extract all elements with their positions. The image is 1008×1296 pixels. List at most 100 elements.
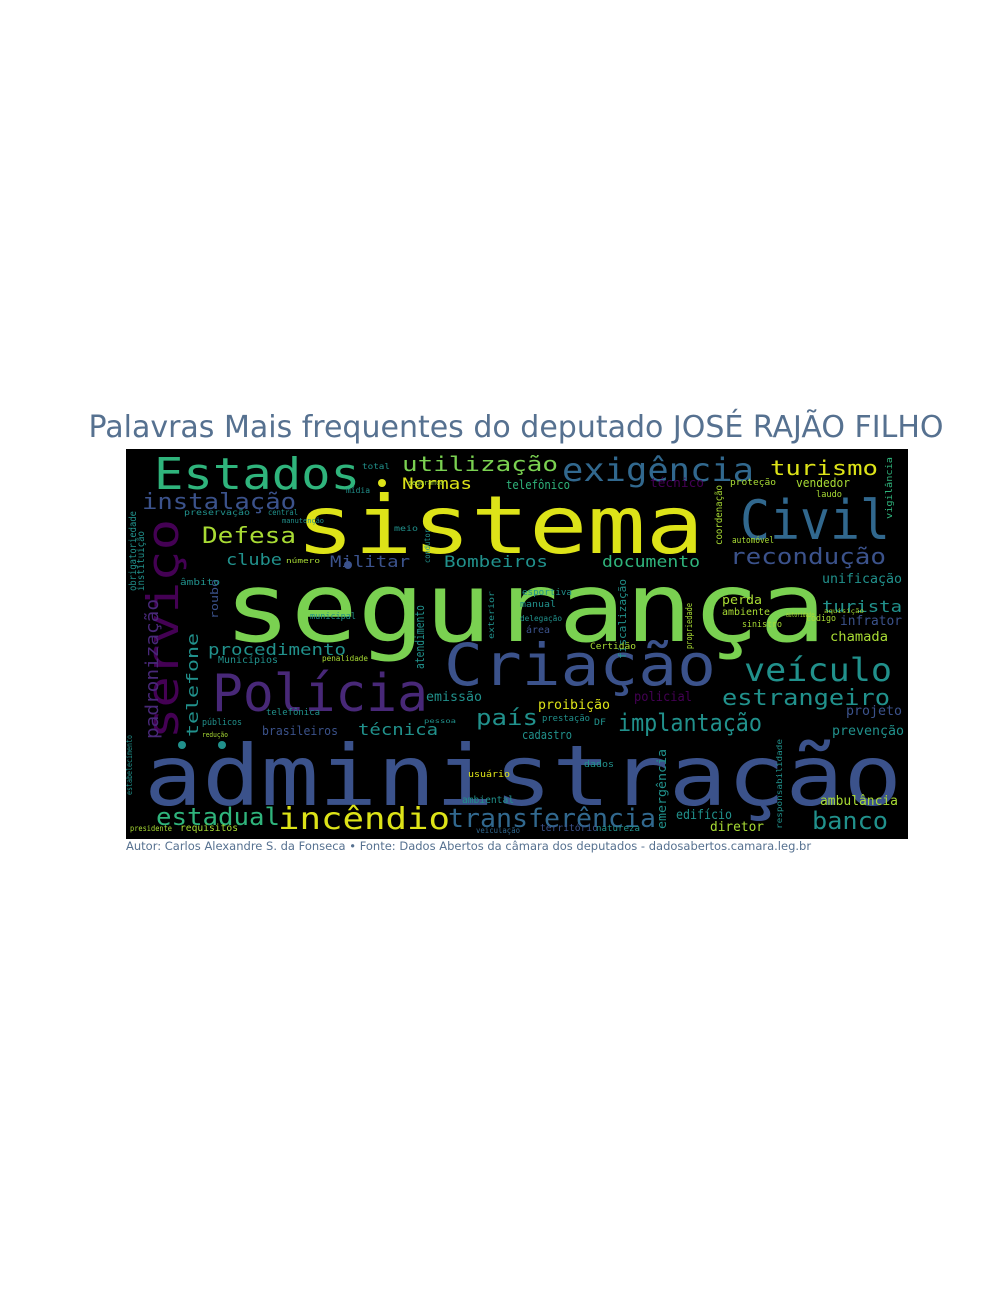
- cloud-dot: [178, 741, 186, 749]
- cloud-word: municipal: [310, 612, 356, 622]
- cloud-word: estadual: [156, 803, 280, 831]
- cloud-word: Normas: [402, 474, 472, 493]
- cloud-word: implantação: [618, 709, 762, 737]
- cloud-word: exigência: [562, 451, 754, 489]
- cloud-word: natureza: [596, 824, 640, 834]
- cloud-word: turista: [822, 597, 902, 616]
- cloud-word: Defesa: [202, 524, 296, 549]
- cloud-word: meio: [394, 524, 418, 533]
- cloud-word: Certidão: [590, 642, 636, 652]
- cloud-word: instituição: [136, 531, 147, 591]
- cloud-word: manutenção: [282, 517, 324, 525]
- cloud-word: usuário: [468, 770, 510, 780]
- cloud-dot: [218, 741, 226, 749]
- cloud-word: roubo: [208, 579, 221, 619]
- cloud-word: obrigatoriedade: [128, 511, 139, 591]
- cloud-word: dados: [584, 760, 614, 770]
- cloud-word: Estados: [154, 449, 360, 500]
- cloud-word: penalidade: [322, 654, 368, 663]
- cloud-word: unificação: [822, 572, 902, 587]
- cloud-word: cadastro: [522, 728, 572, 742]
- cloud-word: proibição: [538, 698, 610, 713]
- source-caption: Autor: Carlos Alexandre S. da Fonseca • …: [126, 839, 812, 853]
- cloud-word: atendimento: [413, 605, 427, 669]
- cloud-word: turismo: [770, 456, 878, 480]
- cloud-word: Bombeiros: [444, 552, 548, 571]
- cloud-word: vigilância: [885, 457, 895, 519]
- cloud-word: recondução: [730, 545, 886, 570]
- cloud-word: clube: [226, 550, 282, 569]
- cloud-word: responsabilidade: [775, 739, 784, 829]
- cloud-word: telefônica: [266, 707, 320, 718]
- cloud-word: utilização: [402, 452, 558, 476]
- cloud-word: laudo: [816, 490, 842, 500]
- cloud-word: exterior: [487, 591, 496, 639]
- cloud-word: instalação: [142, 490, 296, 515]
- cloud-word: automóvel: [732, 535, 774, 546]
- cloud-word: delegação: [520, 614, 562, 623]
- cloud-word: presidente: [130, 824, 172, 833]
- cloud-word: transferência: [448, 804, 656, 834]
- cloud-word: Militar: [330, 552, 410, 571]
- cloud-word: Municípios: [218, 654, 278, 666]
- cloud-word: manual: [520, 600, 556, 610]
- cloud-word: projeto: [846, 704, 902, 719]
- cloud-word: emissão: [426, 690, 482, 705]
- cloud-word: perda: [722, 593, 762, 607]
- cloud-word: diretor: [710, 820, 764, 835]
- cloud-word: infrator: [840, 614, 902, 629]
- cloud-word: prevenção: [832, 724, 904, 739]
- cloud-word: código: [806, 613, 836, 624]
- cloud-word: telefone: [183, 633, 202, 737]
- cloud-word: técnico: [650, 476, 704, 490]
- cloud-word: proteção: [730, 478, 776, 488]
- cloud-word: veículo: [744, 651, 892, 689]
- cloud-word: serviço: [138, 519, 189, 739]
- cloud-word: incêndio: [278, 802, 450, 837]
- cloud-word: segurança: [224, 552, 826, 664]
- cloud-word: Polícia: [212, 664, 428, 724]
- cloud-word: emergência: [655, 749, 669, 829]
- cloud-word: sinistro: [742, 620, 782, 630]
- cloud-word: estabelecimento: [126, 735, 134, 795]
- cloud-word: DF: [594, 718, 606, 728]
- cloud-word: ambulância: [820, 794, 898, 809]
- cloud-word: central: [268, 508, 298, 517]
- cloud-word: aquisição: [824, 608, 864, 615]
- cloud-word: policial: [634, 690, 692, 705]
- cloud-word: âmbito: [180, 578, 220, 588]
- cloud-word: vendedor: [796, 476, 850, 490]
- cloud-word: sistema: [296, 479, 704, 572]
- cloud-word: edifício: [676, 808, 732, 823]
- cloud-word: ambiente: [722, 607, 770, 618]
- cloud-word: território: [540, 822, 598, 834]
- cloud-word: coordenação: [714, 485, 725, 545]
- cloud-word: banco: [812, 807, 888, 835]
- cloud-word: segurança: [408, 479, 444, 487]
- cloud-word: brasileiros: [262, 724, 338, 738]
- cloud-word: requisitos: [180, 823, 238, 834]
- cloud-word: ambiental: [462, 795, 514, 806]
- cloud-word: Criação: [444, 631, 716, 699]
- cloud-word: procedimento: [208, 640, 346, 659]
- cloud-word: técnica: [358, 720, 438, 739]
- cloud-word: telefônico: [506, 478, 570, 492]
- cloud-word: área: [526, 624, 550, 636]
- cloud-word: estrangeiro: [722, 686, 890, 711]
- cloud-dot: [378, 479, 386, 487]
- cloud-word: propriedade: [685, 603, 695, 649]
- cloud-word: Civil: [740, 489, 890, 552]
- cloud-word: mídia: [346, 486, 370, 495]
- cloud-word: esportiva: [522, 588, 572, 598]
- chart-title: Palavras Mais frequentes do deputado JOS…: [88, 410, 944, 445]
- cloud-dot: [344, 561, 352, 569]
- cloud-word: país: [476, 706, 538, 731]
- cloud-word: fiscalização: [616, 579, 629, 659]
- cloud-word: documento: [602, 552, 700, 571]
- cloud-word: administração: [144, 727, 902, 825]
- cloud-word: autoridade: [786, 611, 814, 619]
- cloud-word: condutor: [423, 529, 432, 563]
- cloud-word: chamada: [830, 630, 888, 645]
- cloud-word: total: [362, 462, 390, 471]
